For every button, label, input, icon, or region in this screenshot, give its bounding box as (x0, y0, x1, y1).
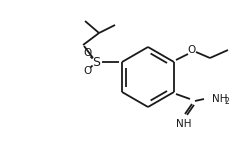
Text: O: O (83, 66, 91, 76)
Text: S: S (92, 55, 100, 69)
Text: NH: NH (176, 119, 192, 129)
Text: NH: NH (212, 94, 227, 104)
Text: 2: 2 (225, 97, 230, 106)
Text: O: O (83, 48, 91, 58)
Text: O: O (188, 45, 196, 55)
